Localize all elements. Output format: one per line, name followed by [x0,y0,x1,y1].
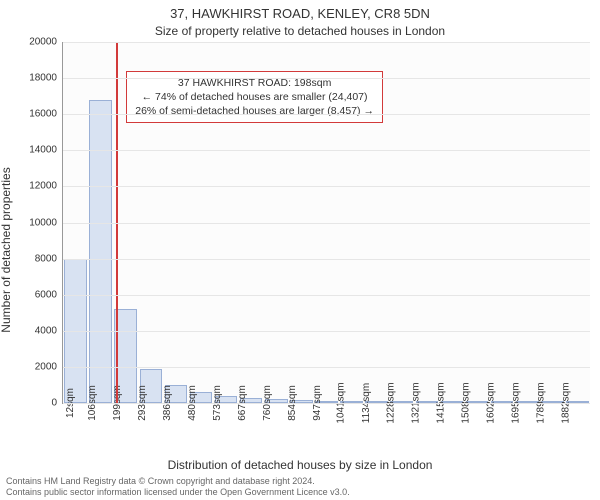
y-tick-label: 16000 [29,109,63,120]
footer-line2: Contains public sector information licen… [6,487,594,498]
gridline [63,367,590,368]
y-tick-label: 20000 [29,37,63,48]
y-tick-label: 2000 [35,361,63,372]
y-tick-label: 4000 [35,325,63,336]
annotation-line3: 26% of semi-detached houses are larger (… [135,104,374,118]
gridline [63,78,590,79]
y-tick-label: 18000 [29,73,63,84]
gridline [63,331,590,332]
gridline [63,150,590,151]
footer-line1: Contains HM Land Registry data © Crown c… [6,476,594,487]
y-tick-label: 8000 [35,253,63,264]
gridline [63,223,590,224]
gridline [63,403,590,404]
property-size-chart: 37, HAWKHIRST ROAD, KENLEY, CR8 5DN Size… [0,0,600,500]
gridline [63,295,590,296]
attribution-footer: Contains HM Land Registry data © Crown c… [6,476,594,499]
gridline [63,259,590,260]
y-tick-label: 14000 [29,145,63,156]
x-axis-label: Distribution of detached houses by size … [0,458,600,472]
gridline [63,42,590,43]
chart-title-subtitle: Size of property relative to detached ho… [0,24,600,38]
chart-title-address: 37, HAWKHIRST ROAD, KENLEY, CR8 5DN [0,6,600,21]
histogram-bar [89,100,112,403]
y-axis-label: Number of detached properties [0,167,13,332]
y-tick-label: 0 [51,398,63,409]
y-tick-label: 6000 [35,289,63,300]
y-tick-label: 10000 [29,217,63,228]
y-tick-label: 12000 [29,181,63,192]
plot-area: 12sqm106sqm199sqm293sqm386sqm480sqm573sq… [62,42,590,404]
gridline [63,186,590,187]
annotation-line2: ← 74% of detached houses are smaller (24… [135,90,374,104]
gridline [63,114,590,115]
